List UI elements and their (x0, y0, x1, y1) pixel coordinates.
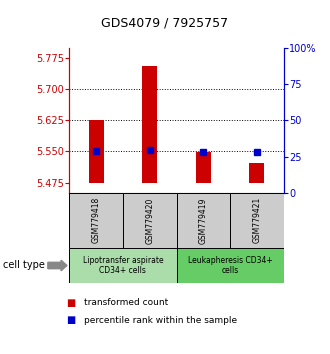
Text: Lipotransfer aspirate
CD34+ cells: Lipotransfer aspirate CD34+ cells (82, 256, 163, 275)
Bar (123, 193, 177, 248)
Bar (249, 162, 265, 183)
Text: percentile rank within the sample: percentile rank within the sample (84, 316, 237, 325)
Bar (142, 65, 157, 183)
Text: GSM779421: GSM779421 (252, 197, 261, 244)
Bar (69, 248, 177, 283)
Bar (230, 193, 284, 248)
Bar (177, 248, 284, 283)
Text: GSM779418: GSM779418 (92, 197, 101, 244)
Text: cell type: cell type (3, 261, 45, 270)
Text: GDS4079 / 7925757: GDS4079 / 7925757 (101, 17, 229, 29)
Bar (177, 193, 230, 248)
Text: ■: ■ (66, 315, 75, 325)
Bar (69, 193, 123, 248)
Bar (88, 120, 104, 183)
Text: GSM779419: GSM779419 (199, 197, 208, 244)
Text: GSM779420: GSM779420 (145, 197, 154, 244)
Text: Leukapheresis CD34+
cells: Leukapheresis CD34+ cells (188, 256, 273, 275)
Bar (196, 152, 211, 183)
Text: transformed count: transformed count (84, 298, 168, 307)
Text: ■: ■ (66, 298, 75, 308)
